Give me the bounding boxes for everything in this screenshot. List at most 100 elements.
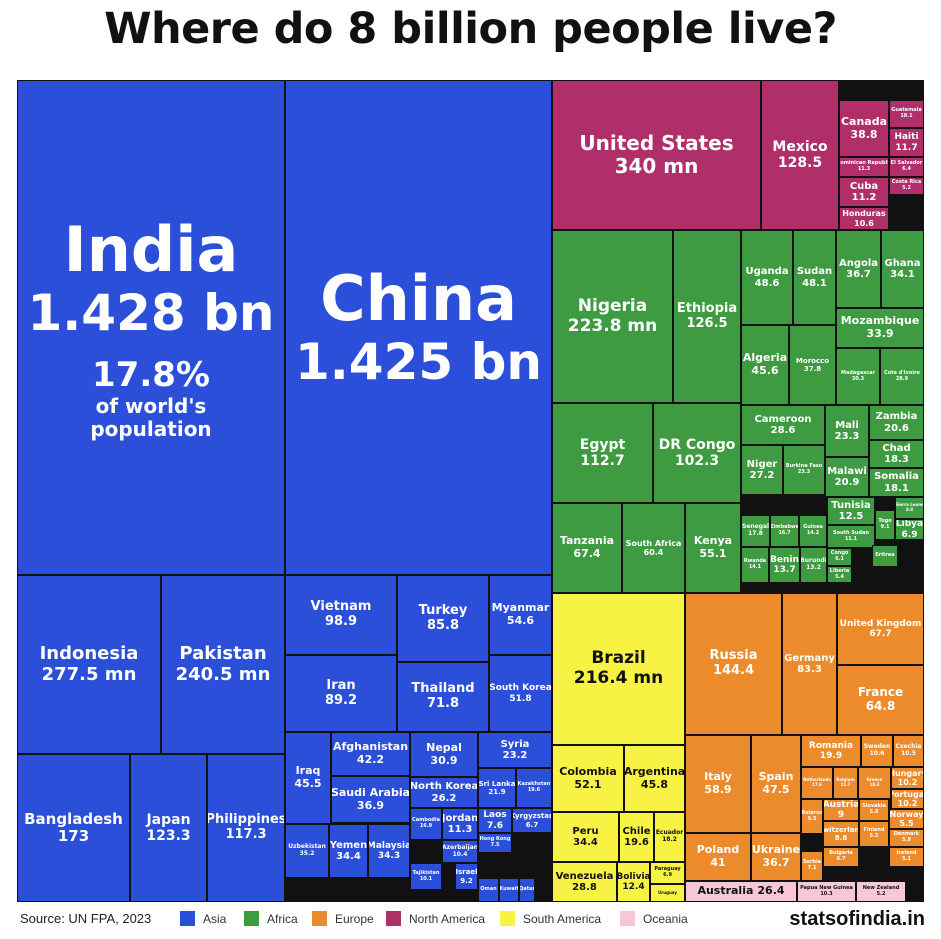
cell-value: 45.8 [640, 777, 669, 791]
treemap-cell-uganda: Uganda 48.6 [741, 230, 793, 325]
treemap-cell-vietnam: Vietnam 98.9 [285, 575, 397, 655]
legend-swatch [244, 911, 259, 926]
legend-swatch [500, 911, 515, 926]
cell-value: 126.5 [686, 315, 728, 331]
cell-value: 41 [710, 856, 726, 869]
treemap-cell-serbia: Serbia 7.1 [801, 851, 823, 881]
treemap-cell-morocco: Morocco 37.8 [789, 325, 836, 405]
cell-label: Guinea [803, 524, 823, 531]
treemap-cell-guinea: Guinea 14.2 [799, 515, 827, 547]
cell-value: 28.9 [895, 375, 909, 382]
treemap-cell-norway: Norway 5.5 [889, 809, 924, 829]
cell-label: Malawi [827, 465, 867, 477]
treemap-cell-zambia: Zambia 20.6 [869, 405, 924, 440]
cell-value: 42.2 [356, 753, 385, 766]
cell-value: 30.9 [430, 753, 458, 767]
cell-value: 6.9 [663, 872, 672, 878]
cell-value: 11.3 [447, 824, 473, 835]
cell-label: Haiti [894, 132, 919, 143]
treemap-cell-denmark: Denmark 5.9 [889, 829, 924, 847]
cell-label: Morocco [795, 356, 830, 365]
legend-item-south-america: South America [500, 911, 601, 926]
cell-value: 20.9 [834, 477, 860, 488]
treemap-cell-peru: Peru 34.4 [552, 812, 619, 862]
treemap-cell-burundi: Burundi 13.2 [800, 547, 827, 583]
treemap-cell-kuwait: Kuwait [499, 878, 519, 902]
cell-value: 52.1 [574, 777, 602, 791]
cell-value: 102.3 [674, 453, 720, 469]
cell-label: Nepal [426, 740, 462, 754]
cell-label: Germany [784, 652, 835, 664]
cell-value: 18.2 [662, 836, 677, 843]
cell-value: 47.5 [762, 783, 790, 796]
treemap-cell-dr-congo: DR Congo 102.3 [653, 403, 741, 503]
cell-value: 10.2 [897, 778, 918, 787]
cell-label: Afghanistan [332, 740, 409, 754]
legend-item-north-america: North America [386, 911, 485, 926]
cell-label: Vietnam [310, 599, 372, 615]
treemap-cell-chad: Chad 18.3 [869, 440, 924, 468]
legend-label: Africa [267, 911, 298, 926]
cell-label: Chad [882, 442, 911, 454]
cell-label: Syria [500, 738, 530, 750]
cell-label: Austria [823, 799, 859, 810]
cell-label: Honduras [842, 209, 886, 219]
cell-note: of world's [95, 394, 207, 419]
cell-value: 34.4 [573, 837, 598, 848]
treemap-cell-germany: Germany 83.3 [782, 593, 837, 735]
legend-label: Asia [203, 911, 227, 926]
cell-label: Peru [572, 825, 599, 837]
treemap-cell-united-states: United States 340 mn [552, 80, 761, 230]
treemap-cell-switzerland: Switzerland8.8 [823, 821, 859, 847]
cell-value: 34.1 [890, 269, 915, 280]
cell-value: 216.4 mn [573, 668, 664, 688]
treemap-cell-guatemala: Guatemala 18.1 [889, 100, 924, 128]
cell-value: 34.4 [336, 851, 361, 862]
cell-label: Burundi [800, 557, 827, 565]
treemap-cell-syria: Syria 23.2 [478, 732, 552, 768]
cell-label: Brazil [591, 648, 646, 669]
cell-label: Guatemala [891, 107, 922, 114]
treemap-cell-tunisia: Tunisia 12.5 [827, 497, 875, 525]
treemap-cell-niger: Niger 27.2 [741, 445, 783, 495]
cell-value: 5.2 [902, 185, 911, 191]
cell-label: United Kingdom [839, 618, 922, 629]
treemap-cell-belgium: Belgium 11.7 [833, 767, 858, 799]
cell-label: Pakistan [179, 642, 267, 664]
cell-value: 9.2 [460, 876, 473, 885]
treemap-cell-mozambique: Mozambique 33.9 [836, 308, 924, 348]
cell-label: Paraguay [654, 866, 681, 873]
cell-label: Mozambique [840, 314, 920, 328]
cell-label: Ethiopia [676, 300, 738, 316]
cell-label: Japan [146, 811, 191, 828]
cell-value: 36.7 [846, 269, 871, 280]
cell-value: 26.4 [757, 884, 785, 898]
treemap-cell-liberia: Liberia 5.4 [827, 566, 852, 583]
treemap-cell-iran: Iran 89.2 [285, 655, 397, 732]
cell-label: Indonesia [39, 642, 139, 664]
cell-value: 33.9 [866, 327, 894, 340]
cell-value: 85.8 [426, 617, 460, 633]
cell-value: 18.3 [884, 454, 909, 465]
treemap-cell-somalia: Somalia 18.1 [869, 468, 924, 497]
treemap-cell-cuba: Cuba 11.2 [839, 177, 889, 207]
cell-label: Niger [746, 458, 778, 470]
cell-label: Liberia [829, 567, 850, 574]
cell-value: 5.5 [899, 819, 914, 828]
cell-label: Czechia [895, 743, 922, 751]
cell-value: 12.4 [622, 882, 645, 892]
legend-item-oceania: Oceania [620, 911, 688, 926]
cell-label: Libya [895, 519, 924, 530]
treemap-cell-uzbekistan: Uzbekistan 35.2 [285, 824, 329, 878]
treemap-cell-italy: Italy 58.9 [685, 735, 751, 833]
cell-value: 6.7 [836, 856, 846, 862]
cell-value: 10.4 [452, 850, 468, 858]
cell-label: Algeria [742, 351, 788, 365]
cell-value: 6.9 [901, 529, 918, 540]
cell-value: 19.9 [819, 751, 843, 761]
cell-label: Uganda [745, 266, 789, 277]
cell-value: 10.5 [901, 750, 916, 757]
cell-label: DR Congo [658, 436, 736, 453]
treemap-cell-afghanistan: Afghanistan 42.2 [331, 732, 410, 776]
cell-label: Ecuador [655, 829, 684, 837]
